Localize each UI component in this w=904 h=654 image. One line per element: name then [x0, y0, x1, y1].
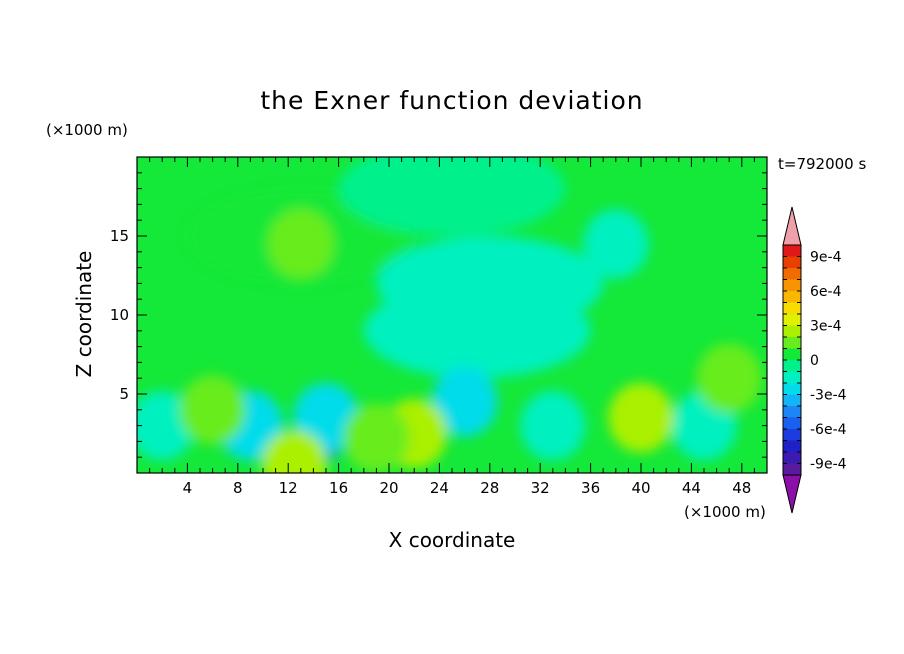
x-tick-label: 28 — [480, 479, 499, 497]
field-region — [179, 375, 246, 445]
field-region — [608, 382, 674, 453]
colorbar-segment — [783, 452, 801, 464]
field-region — [343, 403, 410, 473]
colorbar-segment — [783, 360, 801, 372]
y-tick-label: 15 — [110, 227, 129, 245]
colorbar-segment — [783, 245, 801, 257]
x-tick-label: 44 — [682, 479, 701, 497]
colorbar-segment — [783, 256, 801, 268]
chart-title: the Exner function deviation — [260, 86, 644, 115]
x-tick-label: 12 — [279, 479, 298, 497]
colorbar-label: 0 — [810, 353, 819, 369]
x-units-label: (×1000 m) — [684, 503, 766, 521]
colorbar-label: -9e-4 — [810, 457, 847, 473]
colorbar-segment — [783, 325, 801, 337]
colorbar-label: -6e-4 — [810, 422, 847, 438]
y-tick-label: 10 — [110, 306, 129, 324]
colorbar-segment — [783, 440, 801, 452]
x-tick-label: 24 — [430, 479, 449, 497]
field-region — [520, 390, 586, 461]
x-tick-label: 16 — [329, 479, 348, 497]
colorbar-segment — [783, 383, 801, 395]
x-tick-label: 40 — [631, 479, 650, 497]
field-region — [268, 209, 334, 279]
colorbar-segment — [783, 291, 801, 303]
colorbar-under-arrow — [782, 474, 802, 514]
colorbar-segment — [783, 406, 801, 418]
x-tick-label: 36 — [581, 479, 600, 497]
x-tick-label: 32 — [531, 479, 550, 497]
colorbar-segment — [783, 314, 801, 326]
colorbar-segment — [783, 417, 801, 429]
colorbar-segment — [783, 348, 801, 360]
colorbar-segment — [783, 429, 801, 441]
x-tick-label: 8 — [233, 479, 243, 497]
time-label: t=792000 s — [778, 155, 867, 173]
y-tick-label: 5 — [119, 385, 129, 403]
colorbar-segment — [783, 371, 801, 383]
colorbar-segment — [783, 268, 801, 280]
field-region — [338, 157, 566, 236]
colorbar-segment — [783, 302, 801, 314]
colorbar: 9e-4 6e-4 3e-4 0 -3e-4 -6e-4 -9e-4 — [782, 206, 847, 514]
colorbar-label: -3e-4 — [810, 388, 847, 404]
contour-field — [137, 157, 767, 473]
x-tick-label: 48 — [732, 479, 751, 497]
colorbar-segment — [783, 394, 801, 406]
y-units-label: (×1000 m) — [46, 121, 128, 139]
colorbar-over-arrow — [782, 206, 802, 246]
colorbar-segment — [783, 337, 801, 349]
colorbar-segment — [783, 463, 801, 475]
field-region — [583, 209, 649, 279]
field-region — [261, 430, 328, 473]
field-region — [696, 343, 762, 413]
field-region — [431, 367, 498, 437]
colorbar-segment — [783, 279, 801, 291]
x-axis-label: X coordinate — [388, 528, 516, 552]
field-regions — [137, 157, 762, 473]
x-tick-label: 20 — [379, 479, 398, 497]
colorbar-label: 3e-4 — [810, 319, 842, 335]
colorbar-label: 9e-4 — [810, 250, 842, 266]
field-region — [363, 283, 591, 379]
colorbar-label: 6e-4 — [810, 284, 842, 300]
x-tick-label: 4 — [183, 479, 193, 497]
